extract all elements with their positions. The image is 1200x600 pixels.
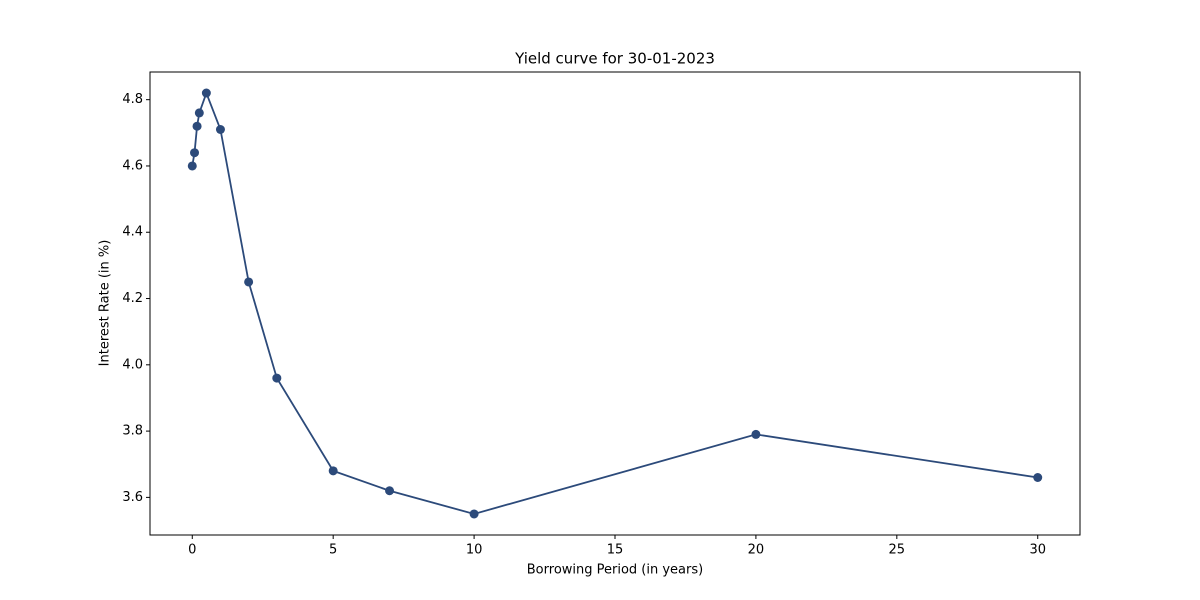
y-tick-label: 3.8 xyxy=(122,424,143,439)
x-tick-label: 15 xyxy=(607,543,624,558)
marker xyxy=(385,486,395,496)
x-tick-label: 30 xyxy=(1029,543,1046,558)
marker xyxy=(201,88,211,98)
y-axis-label: Interest Rate (in %) xyxy=(98,240,113,367)
x-tick-label: 5 xyxy=(329,543,337,558)
marker xyxy=(1033,472,1043,482)
marker xyxy=(244,277,254,287)
y-tick-label: 4.6 xyxy=(122,158,143,173)
marker xyxy=(328,466,338,476)
marker xyxy=(272,373,282,383)
x-tick-label: 20 xyxy=(748,543,765,558)
marker xyxy=(751,429,761,439)
x-tick-label: 0 xyxy=(188,543,196,558)
marker xyxy=(194,108,204,118)
marker xyxy=(469,509,479,519)
y-tick-label: 4.4 xyxy=(122,225,143,240)
line xyxy=(191,90,1038,515)
plot-frame xyxy=(149,71,1081,536)
y-tick-label: 4.8 xyxy=(122,92,143,107)
x-tick-label: 10 xyxy=(466,543,483,558)
marker xyxy=(187,161,197,171)
marker xyxy=(215,125,225,135)
x-tick-label: 25 xyxy=(889,543,906,558)
chart-title: Yield curve for 30-01-2023 xyxy=(514,50,715,68)
marker xyxy=(192,121,202,131)
y-tick-label: 4.0 xyxy=(122,357,143,372)
y-tick-label: 3.6 xyxy=(122,490,143,505)
marker xyxy=(190,148,200,158)
x-axis-label: Borrowing Period (in years) xyxy=(527,563,703,578)
y-tick-label: 4.2 xyxy=(122,291,143,306)
